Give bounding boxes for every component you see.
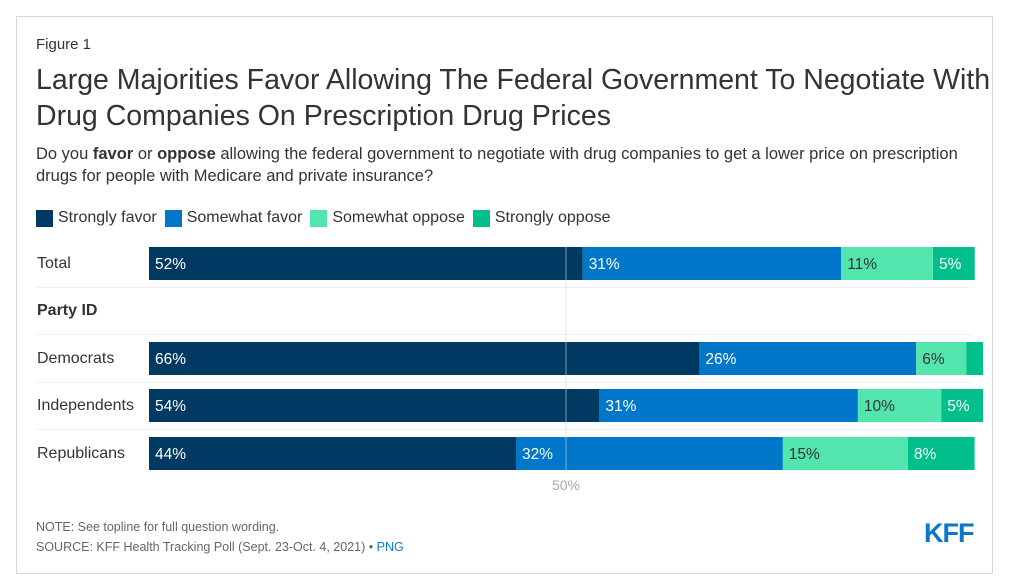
bar-total-strongly-favor [149,247,583,280]
legend-item-somewhat-favor[interactable]: Somewhat favor [164,209,303,227]
data-label-republicans-strongly-oppose: 8% [914,446,937,463]
subtitle-text-2: or [133,145,158,163]
category-label-total: Total [37,255,71,272]
category-label-independents: Independents [37,397,134,414]
legend-label: Strongly favor [58,209,157,226]
figure-label: Figure 1 [36,36,92,53]
legend-item-strongly-oppose[interactable]: Strongly oppose [472,209,611,227]
category-label-republicans: Republicans [37,445,126,462]
png-download-link[interactable]: PNG [376,540,404,554]
row-separator [37,287,972,288]
bar-independents-strongly-favor [149,389,600,422]
bar-republicans-somewhat-favor [516,437,783,470]
data-label-independents-somewhat-favor: 31% [605,398,636,415]
legend-swatch-somewhat-favor [164,209,182,227]
data-label-democrats-somewhat-favor: 26% [705,351,736,368]
bar-total-strongly-oppose [933,247,975,280]
legend-item-somewhat-oppose[interactable]: Somewhat oppose [310,209,465,227]
source-text: SOURCE: KFF Health Tracking Poll (Sept. … [36,540,374,554]
subtitle-bold-favor: favor [92,145,134,163]
row-separator [37,382,972,383]
data-label-total-somewhat-oppose: 11% [847,256,877,273]
subtitle-text-1: Do you [36,145,93,163]
data-label-total-strongly-oppose: 5% [939,256,962,273]
footer-note: NOTE: See topline for full question word… [36,520,280,534]
subtitle-text-3: allowing the federal government to negot… [36,145,958,185]
bar-republicans-strongly-favor [149,437,516,470]
figure-frame [16,16,993,574]
kff-logo: KFF [924,518,974,548]
bar-total-somewhat-favor [582,247,842,280]
bar-independents-somewhat-favor [599,389,858,422]
data-label-total-somewhat-favor: 31% [589,256,620,273]
group-header-party-id: Party ID [37,302,98,319]
chart-subtitle: Do you favor or oppose allowing the fede… [36,143,996,187]
chart-legend: Strongly favor Somewhat favor Somewhat o… [36,209,619,227]
data-label-democrats-somewhat-oppose: 6% [922,351,945,368]
bar-independents-somewhat-oppose [857,389,942,422]
bar-total-somewhat-oppose [841,247,933,280]
bar-independents-strongly-oppose [941,389,983,422]
row-separator [37,334,972,335]
legend-swatch-somewhat-oppose [310,209,328,227]
data-label-total-strongly-favor: 52% [155,256,186,273]
bar-republicans-somewhat-oppose [782,437,908,470]
data-label-democrats-strongly-favor: 66% [155,351,186,368]
legend-swatch-strongly-favor [36,209,53,227]
bar-democrats-strongly-favor [149,342,700,375]
footer-source: SOURCE: KFF Health Tracking Poll (Sept. … [36,540,404,554]
row-separator [37,429,972,430]
legend-item-strongly-favor[interactable]: Strongly favor [36,209,157,227]
data-label-republicans-somewhat-oppose: 15% [789,446,820,463]
legend-label: Somewhat oppose [332,209,465,226]
legend-swatch-strongly-oppose [472,209,490,227]
bar-democrats-strongly-oppose [966,342,983,375]
legend-label: Strongly oppose [494,209,611,226]
data-label-republicans-somewhat-favor: 32% [522,446,553,463]
chart-title: Large Majorities Favor Allowing The Fede… [36,64,991,132]
reference-line-label: 50% [552,477,580,493]
bar-republicans-strongly-oppose [907,437,975,470]
data-label-republicans-strongly-favor: 44% [155,446,186,463]
data-label-independents-strongly-favor: 54% [155,398,186,415]
subtitle-bold-oppose: oppose [157,145,216,163]
category-label-democrats: Democrats [37,350,115,367]
data-label-independents-strongly-oppose: 5% [947,398,970,415]
bar-democrats-somewhat-oppose [916,342,967,375]
legend-label: Somewhat favor [186,209,303,226]
data-label-independents-somewhat-oppose: 10% [864,398,895,415]
bar-democrats-somewhat-favor [699,342,917,375]
